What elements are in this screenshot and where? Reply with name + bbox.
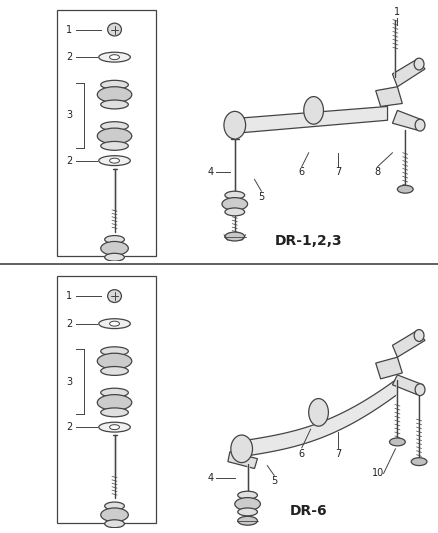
Ellipse shape xyxy=(100,347,128,356)
Text: 2: 2 xyxy=(66,156,72,166)
Ellipse shape xyxy=(104,253,124,261)
Ellipse shape xyxy=(97,353,131,369)
Ellipse shape xyxy=(110,158,119,163)
Ellipse shape xyxy=(237,516,257,525)
Ellipse shape xyxy=(303,96,323,124)
Text: 8: 8 xyxy=(374,167,380,177)
Ellipse shape xyxy=(100,80,128,89)
Polygon shape xyxy=(227,452,257,469)
Ellipse shape xyxy=(100,367,128,375)
Ellipse shape xyxy=(234,498,260,511)
Ellipse shape xyxy=(97,128,131,144)
Text: 1: 1 xyxy=(393,7,399,17)
Ellipse shape xyxy=(389,438,404,446)
Text: 4: 4 xyxy=(207,167,213,177)
Text: 5: 5 xyxy=(270,477,277,486)
Polygon shape xyxy=(392,110,422,130)
Ellipse shape xyxy=(99,52,130,62)
Ellipse shape xyxy=(110,425,119,430)
Text: 3: 3 xyxy=(66,110,72,120)
Polygon shape xyxy=(375,87,401,107)
Text: 7: 7 xyxy=(334,449,341,459)
Bar xyxy=(57,276,155,523)
Ellipse shape xyxy=(414,119,424,131)
Polygon shape xyxy=(237,107,387,133)
Text: 2: 2 xyxy=(66,319,72,329)
Ellipse shape xyxy=(237,508,257,516)
Ellipse shape xyxy=(414,384,424,395)
Ellipse shape xyxy=(237,491,257,499)
Ellipse shape xyxy=(99,422,130,432)
Ellipse shape xyxy=(110,321,119,326)
Ellipse shape xyxy=(413,329,423,342)
Ellipse shape xyxy=(104,520,124,528)
Ellipse shape xyxy=(222,198,247,211)
Text: 4: 4 xyxy=(207,473,213,483)
Text: 10: 10 xyxy=(371,469,383,479)
Ellipse shape xyxy=(97,87,131,102)
Text: 9: 9 xyxy=(66,284,72,294)
Ellipse shape xyxy=(99,156,130,166)
Text: 6: 6 xyxy=(298,167,304,177)
Ellipse shape xyxy=(224,191,244,199)
Ellipse shape xyxy=(100,122,128,131)
Text: 6: 6 xyxy=(298,449,304,459)
Polygon shape xyxy=(392,330,424,357)
Ellipse shape xyxy=(107,23,121,36)
Ellipse shape xyxy=(107,289,121,302)
Polygon shape xyxy=(392,59,424,87)
Ellipse shape xyxy=(100,388,128,397)
Bar xyxy=(57,10,155,256)
Ellipse shape xyxy=(99,319,130,328)
Polygon shape xyxy=(241,378,396,457)
Text: 2: 2 xyxy=(66,52,72,62)
Polygon shape xyxy=(392,375,422,394)
Text: 1: 1 xyxy=(66,25,72,35)
Ellipse shape xyxy=(110,55,119,60)
Ellipse shape xyxy=(104,236,124,244)
Ellipse shape xyxy=(413,58,423,70)
Ellipse shape xyxy=(103,284,125,294)
Ellipse shape xyxy=(97,394,131,410)
Text: 2: 2 xyxy=(66,422,72,432)
Text: DR-6: DR-6 xyxy=(289,504,327,518)
Text: 5: 5 xyxy=(258,192,264,202)
Ellipse shape xyxy=(100,408,128,417)
Ellipse shape xyxy=(100,508,128,522)
Ellipse shape xyxy=(396,185,412,193)
Ellipse shape xyxy=(308,399,328,426)
Ellipse shape xyxy=(223,111,245,139)
Ellipse shape xyxy=(224,232,244,241)
Ellipse shape xyxy=(410,458,426,466)
Ellipse shape xyxy=(100,100,128,109)
Text: 1: 1 xyxy=(66,291,72,301)
Polygon shape xyxy=(375,357,401,379)
Ellipse shape xyxy=(100,141,128,150)
Ellipse shape xyxy=(230,435,252,463)
Ellipse shape xyxy=(100,241,128,255)
Ellipse shape xyxy=(104,502,124,510)
Ellipse shape xyxy=(224,208,244,216)
Text: 3: 3 xyxy=(66,377,72,387)
Text: DR-1,2,3: DR-1,2,3 xyxy=(274,235,342,248)
Text: 7: 7 xyxy=(334,167,341,177)
